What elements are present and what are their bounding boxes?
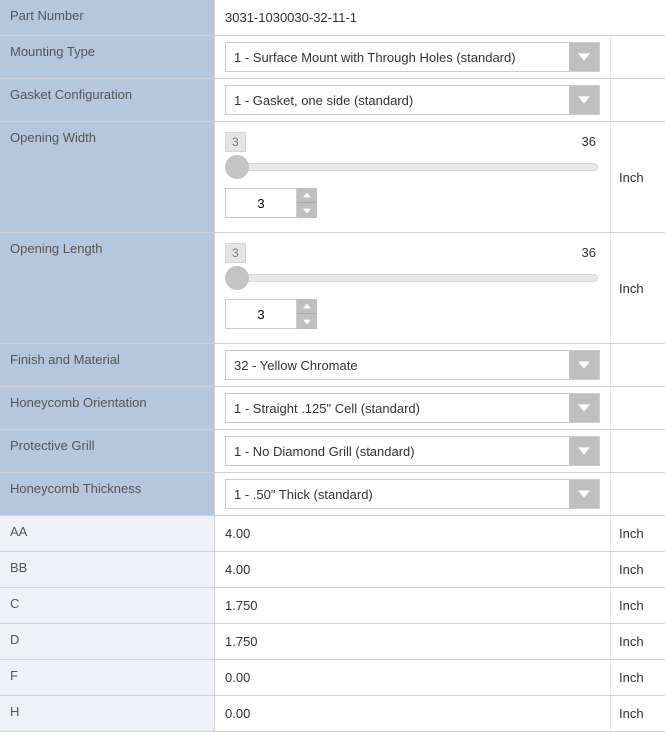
dropdown-mounting-type[interactable]: 1 - Surface Mount with Through Holes (st… <box>225 42 600 72</box>
dropdown-gasket-config[interactable]: 1 - Gasket, one side (standard) <box>225 85 600 115</box>
stepper-up-icon[interactable] <box>297 299 317 314</box>
label-honeycomb-thickness: Honeycomb Thickness <box>0 473 215 515</box>
part-number-text: 3031-1030030-32-11-1 <box>225 6 357 29</box>
row-mounting-type: Mounting Type 1 - Surface Mount with Thr… <box>0 36 665 79</box>
opening-width-input[interactable] <box>225 188 297 218</box>
value-part-number: 3031-1030030-32-11-1 <box>215 0 665 35</box>
row-finish-material: Finish and Material 32 - Yellow Chromate <box>0 344 665 387</box>
label-mounting-type: Mounting Type <box>0 36 215 78</box>
dropdown-honeycomb-orientation[interactable]: 1 - Straight .125" Cell (standard) <box>225 393 600 423</box>
slider-thumb-opening-length[interactable] <box>225 266 249 290</box>
row-f: F 0.00 Inch <box>0 660 665 696</box>
unit-opening-width: Inch <box>610 122 665 232</box>
opening-width-max: 36 <box>578 132 600 152</box>
value-c: 1.750 <box>215 588 610 623</box>
chevron-down-icon <box>569 437 599 465</box>
stepper-down-icon[interactable] <box>297 203 317 218</box>
opening-width-min: 3 <box>225 132 246 152</box>
dropdown-honeycomb-thickness-text: 1 - .50" Thick (standard) <box>226 487 569 502</box>
value-bb: 4.00 <box>215 552 610 587</box>
row-honeycomb-thickness: Honeycomb Thickness 1 - .50" Thick (stan… <box>0 473 665 516</box>
dropdown-gasket-config-text: 1 - Gasket, one side (standard) <box>226 93 569 108</box>
label-d: D <box>0 624 215 659</box>
dropdown-finish-material-text: 32 - Yellow Chromate <box>226 358 569 373</box>
dropdown-protective-grill[interactable]: 1 - No Diamond Grill (standard) <box>225 436 600 466</box>
chevron-down-icon <box>569 43 599 71</box>
row-aa: AA 4.00 Inch <box>0 516 665 552</box>
config-table: Part Number 3031-1030030-32-11-1 Mountin… <box>0 0 665 732</box>
row-bb: BB 4.00 Inch <box>0 552 665 588</box>
opening-length-input[interactable] <box>225 299 297 329</box>
row-d: D 1.750 Inch <box>0 624 665 660</box>
stepper-opening-width <box>225 188 600 218</box>
row-protective-grill: Protective Grill 1 - No Diamond Grill (s… <box>0 430 665 473</box>
value-aa: 4.00 <box>215 516 610 551</box>
label-bb: BB <box>0 552 215 587</box>
stepper-down-icon[interactable] <box>297 314 317 329</box>
label-c: C <box>0 588 215 623</box>
label-opening-length: Opening Length <box>0 233 215 343</box>
opening-length-max: 36 <box>578 243 600 263</box>
dropdown-protective-grill-text: 1 - No Diamond Grill (standard) <box>226 444 569 459</box>
label-gasket-config: Gasket Configuration <box>0 79 215 121</box>
row-c: C 1.750 Inch <box>0 588 665 624</box>
slider-opening-width: 3 36 <box>225 128 600 226</box>
slider-track-opening-length[interactable] <box>225 267 600 289</box>
unit-d: Inch <box>610 624 665 659</box>
stepper-up-icon[interactable] <box>297 188 317 203</box>
unit-aa: Inch <box>610 516 665 551</box>
value-d: 1.750 <box>215 624 610 659</box>
dropdown-honeycomb-orientation-text: 1 - Straight .125" Cell (standard) <box>226 401 569 416</box>
unit-c: Inch <box>610 588 665 623</box>
dropdown-finish-material[interactable]: 32 - Yellow Chromate <box>225 350 600 380</box>
label-part-number: Part Number <box>0 0 215 35</box>
row-honeycomb-orientation: Honeycomb Orientation 1 - Straight .125"… <box>0 387 665 430</box>
label-protective-grill: Protective Grill <box>0 430 215 472</box>
label-h: H <box>0 696 215 731</box>
unit-f: Inch <box>610 660 665 695</box>
slider-opening-length: 3 36 <box>225 239 600 337</box>
slider-thumb-opening-width[interactable] <box>225 155 249 179</box>
unit-opening-length: Inch <box>610 233 665 343</box>
row-part-number: Part Number 3031-1030030-32-11-1 <box>0 0 665 36</box>
slider-track-opening-width[interactable] <box>225 156 600 178</box>
unit-bb: Inch <box>610 552 665 587</box>
stepper-opening-length <box>225 299 600 329</box>
label-f: F <box>0 660 215 695</box>
opening-length-min: 3 <box>225 243 246 263</box>
row-opening-width: Opening Width 3 36 <box>0 122 665 233</box>
label-honeycomb-orientation: Honeycomb Orientation <box>0 387 215 429</box>
dropdown-mounting-type-text: 1 - Surface Mount with Through Holes (st… <box>226 50 569 65</box>
chevron-down-icon <box>569 351 599 379</box>
value-h: 0.00 <box>215 696 610 731</box>
label-aa: AA <box>0 516 215 551</box>
label-opening-width: Opening Width <box>0 122 215 232</box>
chevron-down-icon <box>569 480 599 508</box>
row-h: H 0.00 Inch <box>0 696 665 732</box>
row-opening-length: Opening Length 3 36 <box>0 233 665 344</box>
row-gasket-config: Gasket Configuration 1 - Gasket, one sid… <box>0 79 665 122</box>
label-finish-material: Finish and Material <box>0 344 215 386</box>
value-f: 0.00 <box>215 660 610 695</box>
unit-h: Inch <box>610 696 665 731</box>
dropdown-honeycomb-thickness[interactable]: 1 - .50" Thick (standard) <box>225 479 600 509</box>
chevron-down-icon <box>569 86 599 114</box>
chevron-down-icon <box>569 394 599 422</box>
